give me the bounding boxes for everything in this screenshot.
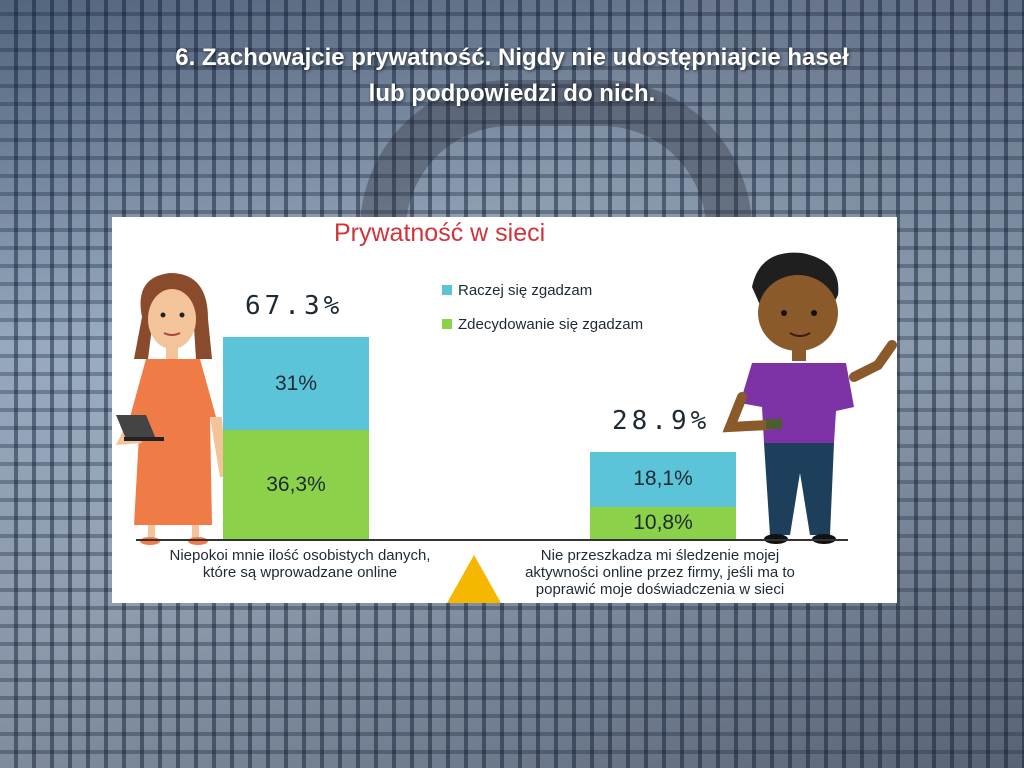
bar-total-label: 67.3% [245,291,344,322]
legend-swatch-raczej [442,285,452,295]
category-1-line-1: Niepokoi mnie ilość osobistych danych, [169,547,431,564]
category-2-line-3: poprawić moje doświadczenia w sieci [535,581,785,598]
bar-value-label: 36,3% [266,472,326,496]
slide-title-line-2: lub podpowiedzi do nich. [368,80,656,107]
infographic-card: Prywatność w sieci Raczej się zgadzam [112,217,897,603]
bar-segment: 36,3% [223,430,369,539]
man-with-phone-illustration [722,252,897,544]
bar-total-label: 28.9% [612,406,711,437]
bar-segment: 18,1% [590,452,736,507]
legend-label-zdecydowanie: Zdecydowanie się zgadzam [458,315,644,333]
chart-title: Prywatność w sieci [334,219,546,247]
slide-title-line-1: 6. Zachowajcie prywatność. Nigdy nie udo… [175,44,849,71]
category-label-1: Niepokoi mnie ilość osobistych danych, k… [130,547,470,581]
bar-value-label: 18,1% [633,467,693,491]
warning-triangle-shape [447,555,501,603]
bar-value-label: 31% [274,371,318,395]
bar-value-label: 10,8% [633,510,693,534]
category-1-line-2: które są wprowadzane online [202,564,398,581]
bar-segment: 31% [223,337,369,431]
woman-with-laptop-illustration [116,273,226,545]
bar-segment: 10,8% [590,506,736,539]
legend-label-raczej: Raczej się zgadzam [458,281,593,299]
category-label-2: Nie przeszkadza mi śledzenie mojej aktyw… [480,547,840,598]
chart-baseline [136,539,848,541]
category-2-line-1: Nie przeszkadza mi śledzenie mojej [540,547,780,564]
legend-item-zdecydowanie: Zdecydowanie się zgadzam [442,307,643,341]
chart-legend: Raczej się zgadzam Zdecydowanie się zgad… [442,273,643,341]
category-2-line-2: aktywności online przez firmy, jeśli ma … [525,564,795,581]
slide-title: 6. Zachowajcie prywatność. Nigdy nie udo… [60,40,964,112]
legend-swatch-zdecydowanie [442,319,452,329]
legend-item-raczej: Raczej się zgadzam [442,273,643,307]
